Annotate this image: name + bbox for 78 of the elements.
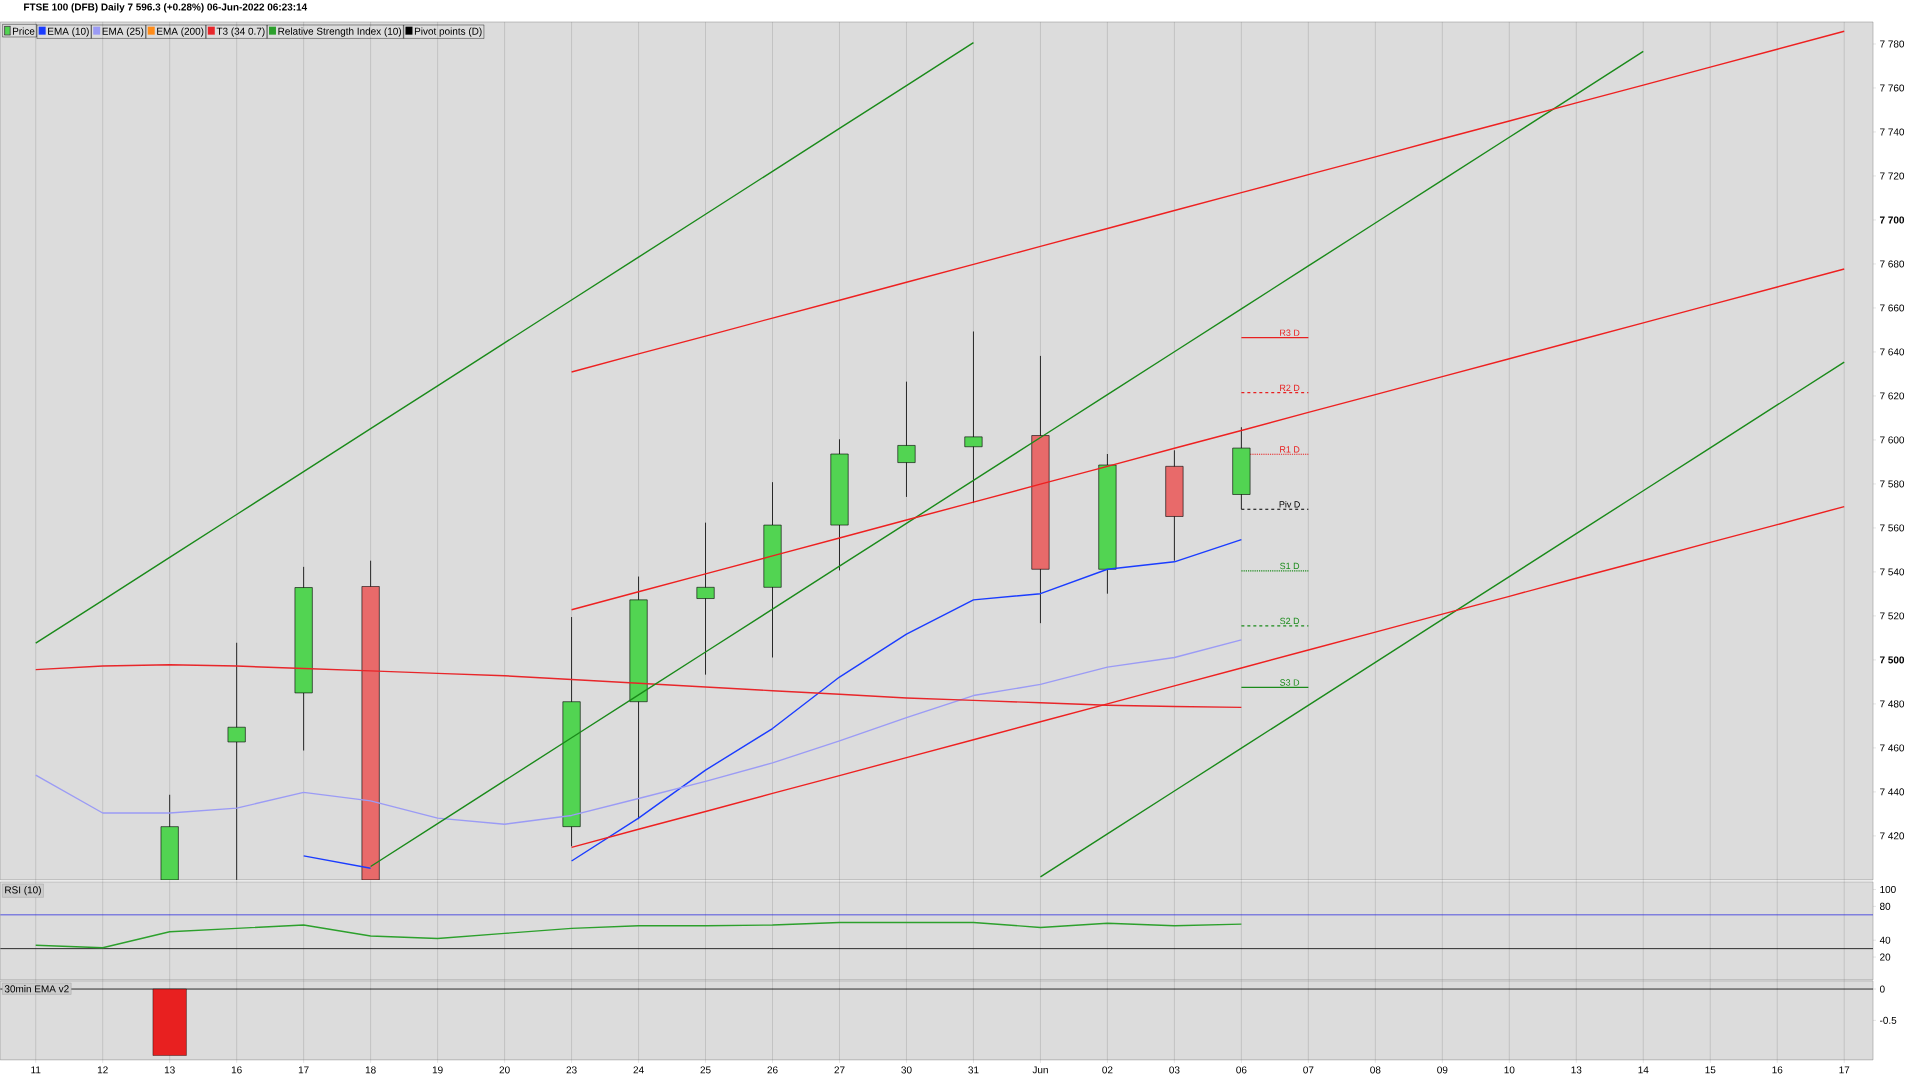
y-tick-label: 0 xyxy=(1879,985,1885,993)
ref-line-label: S3 D xyxy=(1280,679,1300,686)
y-tick-label: 7 480 xyxy=(1880,700,1905,708)
x-tick-label: 16 xyxy=(1772,1066,1783,1074)
x-tick-label: 12 xyxy=(97,1066,108,1074)
x-tick-label: 20 xyxy=(499,1066,510,1074)
y-tick-label: 20 xyxy=(1880,953,1891,961)
annotation: Pivot points (D) xyxy=(414,27,482,37)
chart-title: 30min EMA v2 xyxy=(4,985,69,993)
legend-label: Price xyxy=(12,27,35,35)
y-tick-label: 7 660 xyxy=(1880,304,1905,312)
x-tick-label: 10 xyxy=(1504,1066,1515,1074)
y-tick-label: 40 xyxy=(1879,936,1891,944)
y-tick-label: 7 420 xyxy=(1880,832,1905,840)
candlestick xyxy=(964,331,983,504)
ref-line-label: S2 D xyxy=(1280,617,1300,625)
y-tick-label: 7 600 xyxy=(1880,436,1905,444)
x-tick-label: 13 xyxy=(1571,1066,1582,1074)
line-series xyxy=(35,639,1243,825)
y-tick-label: 100 xyxy=(1880,886,1896,894)
x-tick-label: 14 xyxy=(1638,1066,1649,1074)
y-tick-label: 7 780 xyxy=(1880,40,1905,48)
y-tick-label: 80 xyxy=(1879,902,1891,910)
line-series xyxy=(570,268,1845,611)
y-tick-label: 7 580 xyxy=(1880,480,1905,488)
ref-line-label: Piv D xyxy=(1279,501,1300,508)
y-tick-label: -0.5 xyxy=(1879,1016,1897,1024)
legend-label: EMA (10) xyxy=(48,27,89,37)
y-tick-label: 7 640 xyxy=(1880,348,1905,356)
legend-label: Relative Strength Index (10) xyxy=(278,27,402,37)
y-tick-label: 7 460 xyxy=(1880,744,1905,752)
x-tick-label: 15 xyxy=(1705,1066,1716,1074)
y-tick-label: 7 520 xyxy=(1880,612,1905,620)
y-tick-label: 7 440 xyxy=(1880,788,1905,796)
candlestick xyxy=(897,381,916,498)
candlestick xyxy=(227,642,246,880)
chart-title: FTSE 100 (DFB) Daily 7 596.3 (+0.28%) 06-Jun-2022 06:23:14 xyxy=(24,3,308,13)
x-tick-label: 07 xyxy=(1303,1066,1314,1074)
y-tick-label: 7 760 xyxy=(1880,84,1905,92)
x-tick-label: 06 xyxy=(1236,1066,1247,1074)
legend-label: T3 (34 0.7) xyxy=(216,27,265,37)
x-tick-label: 03 xyxy=(1169,1066,1180,1074)
line-series xyxy=(570,30,1845,373)
y-tick-label: 7 680 xyxy=(1880,260,1905,268)
chart-title: RSI (10) xyxy=(5,886,41,896)
x-tick-label: Jun xyxy=(1032,1066,1048,1074)
y-tick-label: 7 720 xyxy=(1880,172,1905,180)
line-series xyxy=(35,42,975,644)
x-tick-label: 19 xyxy=(432,1066,443,1074)
y-tick-label: 7 560 xyxy=(1880,524,1905,532)
ref-line-label: R3 D xyxy=(1280,329,1300,337)
x-tick-label: 17 xyxy=(298,1066,309,1074)
x-tick-label: 11 xyxy=(31,1066,41,1074)
x-tick-label: 31 xyxy=(968,1066,979,1074)
ref-line-label: R1 D xyxy=(1280,446,1300,453)
x-tick-label: 26 xyxy=(767,1066,778,1074)
x-tick-label: 23 xyxy=(566,1066,577,1074)
x-tick-label: 25 xyxy=(700,1066,711,1074)
x-tick-label: 13 xyxy=(164,1066,175,1074)
y-tick-label: 7 500 xyxy=(1879,656,1905,664)
legend-label: EMA (200) xyxy=(157,27,204,37)
x-tick-label: 30 xyxy=(901,1066,912,1074)
x-tick-label: 18 xyxy=(365,1066,376,1074)
y-tick-label: 7 540 xyxy=(1880,568,1905,576)
x-tick-label: 09 xyxy=(1437,1066,1448,1074)
y-tick-label: 7 700 xyxy=(1879,216,1905,224)
candlestick xyxy=(696,522,715,676)
legend-label: EMA (25) xyxy=(102,27,144,37)
y-tick-label: 7 620 xyxy=(1880,392,1905,400)
ref-line-label: S1 D xyxy=(1280,562,1300,570)
x-tick-label: 02 xyxy=(1102,1066,1113,1074)
ref-line-label: R2 D xyxy=(1280,384,1300,391)
x-tick-label: 08 xyxy=(1370,1066,1381,1074)
x-tick-label: 27 xyxy=(834,1066,845,1074)
x-tick-label: 24 xyxy=(633,1066,644,1074)
x-tick-label: 17 xyxy=(1839,1066,1850,1074)
y-tick-label: 7 740 xyxy=(1880,128,1905,136)
x-tick-label: 16 xyxy=(231,1066,242,1074)
